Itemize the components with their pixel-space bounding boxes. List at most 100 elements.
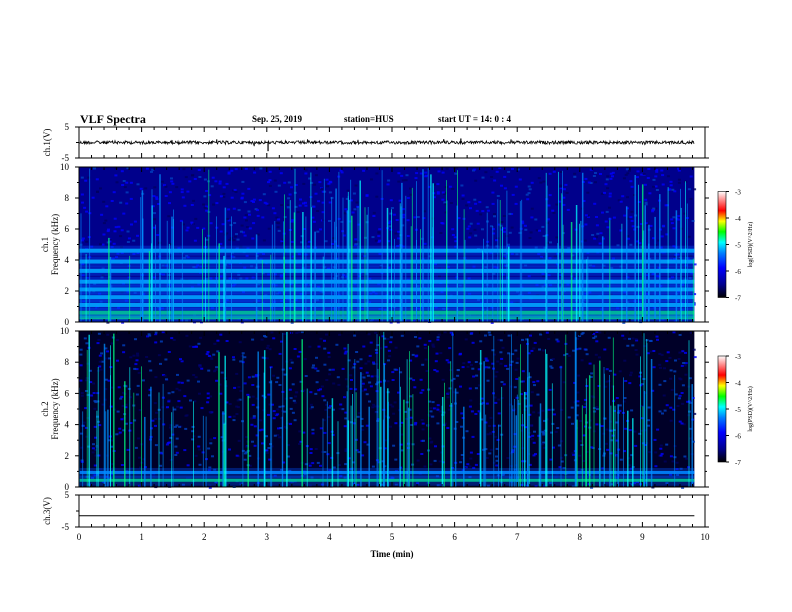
noise-pixel [365, 371, 369, 374]
ch2-spec-band-glow-1 [79, 467, 695, 478]
noise-pixel [103, 398, 107, 401]
ch2-spec-band-1 [79, 470, 695, 474]
noise-pixel [470, 364, 473, 366]
noise-pixel [471, 341, 475, 344]
y-tick-label: 6 [65, 224, 70, 234]
noise-pixel [576, 337, 580, 340]
noise-pixel [435, 370, 439, 373]
noise-pixel [154, 331, 158, 334]
noise-pixel [424, 358, 428, 361]
noise-pixel [346, 385, 349, 388]
noise-pixel [294, 391, 298, 394]
noise-pixel [268, 179, 272, 182]
noise-pixel [503, 187, 507, 190]
noise-pixel [683, 364, 687, 367]
noise-pixel [641, 383, 644, 386]
noise-pixel [634, 349, 638, 351]
noise-pixel [684, 373, 688, 376]
noise-pixel [314, 448, 318, 450]
noise-pixel [106, 333, 110, 336]
noise-pixel [642, 173, 646, 175]
noise-pixel [343, 425, 347, 428]
noise-pixel [641, 442, 645, 445]
noise-pixel [321, 211, 325, 214]
noise-pixel [655, 335, 659, 338]
noise-pixel [261, 394, 265, 397]
noise-pixel [562, 188, 566, 191]
noise-pixel [376, 344, 380, 347]
noise-pixel [322, 419, 326, 422]
noise-pixel [169, 426, 172, 429]
noise-pixel [663, 367, 666, 370]
noise-pixel [234, 191, 238, 193]
noise-pixel [185, 254, 189, 257]
noise-pixel [433, 459, 437, 462]
noise-pixel [410, 306, 414, 309]
noise-pixel [387, 349, 391, 352]
noise-pixel [589, 264, 592, 267]
noise-pixel [323, 347, 327, 350]
noise-pixel [456, 369, 460, 372]
noise-pixel [663, 380, 667, 383]
noise-pixel [543, 286, 547, 289]
noise-pixel [142, 458, 146, 461]
noise-pixel [325, 333, 328, 336]
noise-pixel [319, 388, 322, 391]
noise-pixel [536, 393, 540, 396]
noise-pixel [636, 170, 640, 173]
ch1-spec-band-8 [79, 248, 695, 253]
noise-pixel [152, 226, 156, 229]
noise-pixel [374, 239, 378, 242]
noise-pixel [206, 397, 210, 399]
noise-pixel [221, 223, 225, 226]
noise-pixel [179, 252, 183, 255]
noise-pixel [365, 301, 368, 304]
noise-pixel [327, 442, 331, 445]
noise-pixel [245, 254, 249, 257]
noise-pixel [169, 243, 173, 246]
noise-pixel [387, 359, 390, 362]
noise-pixel [658, 383, 662, 386]
noise-pixel [181, 223, 185, 226]
noise-pixel [515, 301, 519, 304]
noise-pixel [559, 185, 563, 188]
noise-pixel [294, 205, 298, 208]
noise-pixel [291, 300, 295, 303]
noise-pixel [323, 451, 327, 453]
noise-pixel [219, 230, 223, 233]
noise-pixel [257, 285, 261, 288]
noise-pixel [177, 314, 180, 317]
noise-pixel [235, 454, 239, 457]
noise-pixel [98, 292, 102, 295]
noise-pixel [398, 199, 402, 202]
noise-pixel [374, 348, 378, 351]
y-tick-label: 2 [65, 451, 70, 461]
noise-pixel [584, 348, 588, 351]
noise-pixel [339, 169, 343, 172]
noise-pixel [516, 290, 519, 293]
y-tick-label: 5 [65, 122, 70, 132]
noise-pixel [389, 212, 393, 215]
noise-pixel [219, 482, 223, 485]
noise-pixel [339, 475, 343, 478]
noise-pixel [378, 239, 382, 242]
noise-pixel [344, 417, 348, 420]
noise-pixel [681, 486, 685, 489]
noise-pixel [400, 433, 404, 436]
noise-pixel [399, 371, 403, 374]
noise-pixel [665, 443, 669, 446]
noise-pixel [652, 366, 656, 369]
noise-pixel [552, 211, 556, 214]
noise-pixel [256, 209, 259, 212]
noise-pixel [474, 387, 478, 390]
noise-pixel [552, 170, 556, 173]
noise-pixel [414, 177, 418, 180]
noise-pixel [582, 200, 586, 202]
noise-pixel [196, 226, 200, 229]
noise-pixel [623, 337, 627, 340]
noise-pixel [127, 264, 131, 267]
noise-pixel [246, 247, 250, 250]
noise-pixel [129, 197, 133, 200]
noise-pixel [486, 379, 490, 382]
noise-pixel [91, 473, 95, 476]
